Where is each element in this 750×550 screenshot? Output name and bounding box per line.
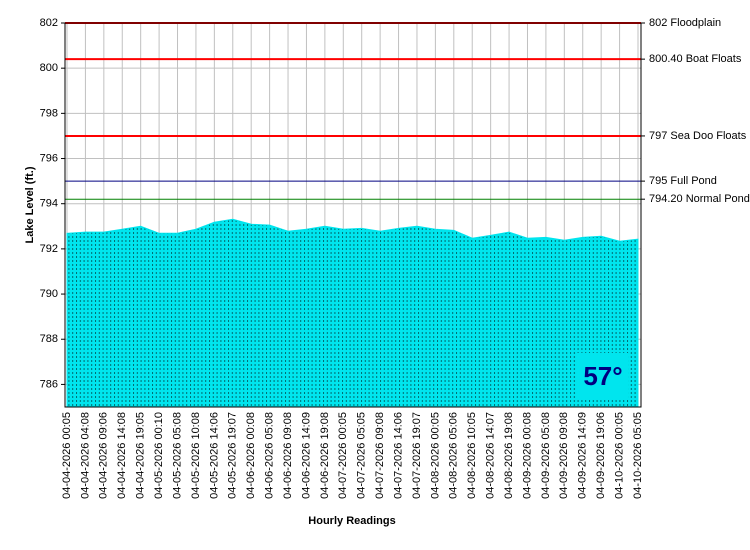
x-tick-label: 04-05-2026 14:06 [208, 412, 220, 499]
reference-label: 800.40 Boat Floats [649, 53, 742, 65]
x-tick-label: 04-04-2026 19:05 [135, 412, 147, 499]
x-tick-label: 04-10-2026 05:05 [632, 412, 644, 499]
x-tick-label: 04-08-2026 10:05 [466, 412, 478, 499]
x-tick-label: 04-06-2026 00:08 [245, 412, 257, 499]
x-tick-label: 04-08-2026 05:06 [448, 412, 460, 499]
x-tick-label: 04-09-2026 09:08 [558, 412, 570, 499]
x-tick-label: 04-05-2026 05:08 [171, 412, 183, 499]
y-tick-label: 788 [40, 333, 58, 345]
x-tick-label: 04-10-2026 00:05 [613, 412, 625, 499]
y-tick-label: 796 [40, 152, 58, 164]
x-tick-label: 04-04-2026 09:06 [98, 412, 110, 499]
x-tick-label: 04-07-2026 00:05 [337, 412, 349, 499]
x-tick-label: 04-04-2026 04:08 [79, 412, 91, 499]
x-tick-label: 04-09-2026 19:06 [595, 412, 607, 499]
x-tick-label: 04-05-2026 19:07 [227, 412, 239, 499]
y-axis-title: Lake Level (ft.) [24, 166, 36, 243]
x-tick-label: 04-07-2026 14:06 [392, 412, 404, 499]
y-tick-label: 790 [40, 288, 58, 300]
x-tick-label: 04-06-2026 19:08 [319, 412, 331, 499]
x-tick-label: 04-07-2026 05:05 [356, 412, 368, 499]
x-axis-title: Hourly Readings [308, 515, 395, 527]
y-tick-label: 800 [40, 62, 58, 74]
badge: 57° [583, 361, 622, 391]
x-tick-label: 04-09-2026 14:09 [577, 412, 589, 499]
reference-label: 795 Full Pond [649, 175, 717, 187]
reference-label: 802 Floodplain [649, 17, 721, 29]
plot-frame [64, 22, 642, 408]
y-tick-label: 794 [40, 198, 58, 210]
y-tick-label: 798 [40, 107, 58, 119]
y-tick-label: 786 [40, 378, 58, 390]
x-tick-label: 04-08-2026 14:07 [485, 412, 497, 499]
area [66, 218, 639, 408]
x-tick-label: 04-09-2026 00:08 [521, 412, 533, 499]
reference-label: 797 Sea Doo Floats [649, 130, 747, 142]
x-tick-label: 04-08-2026 00:05 [429, 412, 441, 499]
badge-box [577, 353, 628, 400]
x-tick-label: 04-06-2026 14:09 [300, 412, 312, 499]
x-tick-label: 04-05-2026 10:08 [190, 412, 202, 499]
x-tick-label: 04-04-2026 00:05 [61, 412, 73, 499]
y-tick-label: 802 [40, 17, 58, 29]
x-tick-label: 04-07-2026 19:07 [411, 412, 423, 499]
x-tick-label: 04-08-2026 19:08 [503, 412, 515, 499]
x-tick-label: 04-05-2026 00:10 [153, 412, 165, 499]
x-tick-label: 04-07-2026 09:08 [374, 412, 386, 499]
x-tick-label: 04-06-2026 05:08 [264, 412, 276, 499]
y-tick-label: 792 [40, 243, 58, 255]
x-tick-label: 04-09-2026 05:08 [540, 412, 552, 499]
reference-label: 794.20 Normal Pond [649, 193, 750, 205]
x-tick-label: 04-06-2026 09:08 [282, 412, 294, 499]
x-tick-label: 04-04-2026 14:08 [116, 412, 128, 499]
